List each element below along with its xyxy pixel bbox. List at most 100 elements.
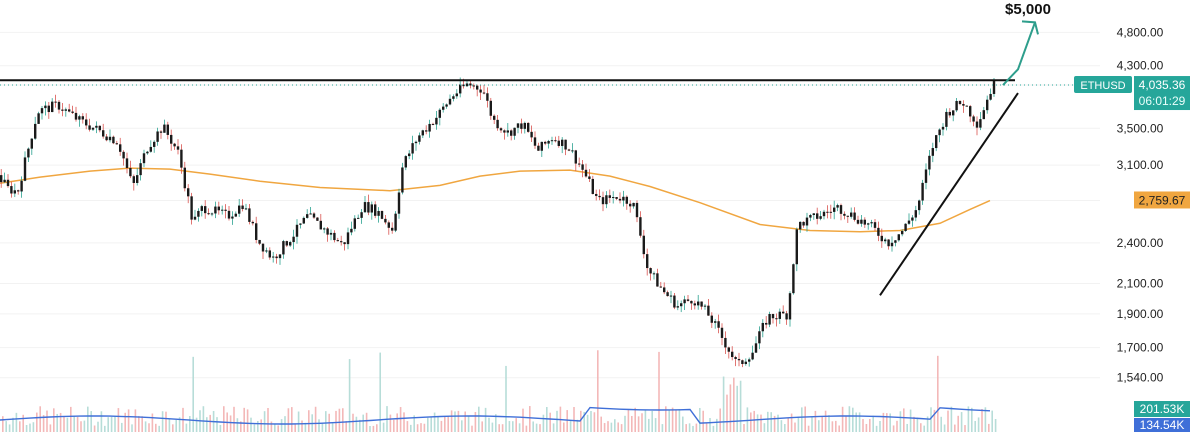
candle-body: [799, 221, 802, 230]
candle-body: [367, 202, 370, 213]
volume-bar: [991, 410, 993, 432]
volume-bar: [651, 410, 653, 432]
candle-body: [159, 131, 163, 133]
volume-bar: [393, 419, 395, 432]
volume-bar: [937, 355, 939, 432]
volume-bar: [301, 420, 303, 432]
volume-bar: [410, 424, 412, 432]
volume-bar: [124, 412, 126, 432]
volume-bar: [522, 408, 524, 432]
candle-body: [408, 153, 411, 157]
volume-bar: [583, 411, 585, 432]
candle-body: [166, 124, 169, 135]
volume-bar: [359, 419, 361, 432]
candle-body: [309, 213, 312, 215]
candle-body: [771, 314, 775, 319]
volume-bar: [552, 423, 555, 432]
volume-bar: [100, 411, 103, 432]
volume-bar: [484, 407, 487, 432]
candle-body: [119, 144, 122, 152]
volume-bar: [532, 421, 534, 432]
candle-body: [873, 222, 877, 228]
volume-bar: [464, 411, 466, 432]
candle-body: [493, 115, 496, 120]
y-tick-label: 3,100.00: [1117, 158, 1164, 172]
candle-body: [23, 157, 27, 181]
volume-bar: [396, 413, 398, 432]
volume-bar: [178, 417, 181, 432]
volume-bar: [923, 425, 925, 432]
candle-body: [387, 222, 390, 228]
volume-bar: [73, 416, 75, 432]
volume-bar: [818, 420, 820, 432]
candle-body: [374, 204, 377, 216]
candle-body: [173, 143, 176, 147]
grid-layer: [0, 31, 1100, 379]
candle-body: [574, 150, 577, 164]
candle-body: [703, 305, 707, 307]
volume-bar: [644, 410, 647, 432]
candle-body: [615, 197, 618, 199]
volume-bar: [144, 421, 147, 432]
candle-body: [612, 197, 615, 199]
candle-body: [241, 205, 244, 210]
candle-body: [673, 295, 676, 308]
candle-body: [251, 221, 254, 224]
volume-bar: [185, 423, 188, 432]
volume-bar: [263, 411, 266, 432]
volume-bar: [886, 413, 888, 432]
candle-body: [924, 169, 928, 183]
volume-bar: [753, 410, 755, 432]
volume-bar: [365, 412, 368, 432]
candle-body: [656, 273, 659, 287]
candle-body: [897, 234, 900, 241]
volume-bar: [692, 425, 694, 432]
candle-body: [0, 175, 3, 183]
volume-bar: [756, 414, 759, 432]
candle-body: [146, 151, 149, 154]
volume-bar: [389, 414, 392, 432]
volume-bar: [862, 419, 864, 432]
volume-bar: [294, 424, 296, 432]
candle-body: [850, 212, 853, 217]
candle-body: [61, 109, 64, 111]
volume-bar: [597, 350, 599, 432]
volume-bar: [192, 356, 194, 432]
volume-bar: [709, 418, 711, 432]
candle-body: [224, 209, 227, 211]
candle-body: [71, 111, 74, 113]
candle-body: [336, 240, 339, 242]
volume-bar: [845, 416, 847, 432]
volume-bar: [631, 415, 633, 432]
volume-bar: [542, 414, 545, 432]
candle-body: [445, 104, 448, 107]
candle-body: [591, 178, 594, 194]
volume-bar: [872, 415, 874, 432]
volume-bar: [797, 416, 800, 432]
volume-bar: [525, 425, 528, 432]
candle-body: [928, 155, 931, 170]
volume-bar: [739, 380, 742, 432]
volume-bar: [498, 424, 500, 432]
volume-bar: [2, 416, 4, 432]
volume-bar: [430, 416, 432, 432]
volume-bar: [308, 410, 310, 432]
volume-bar: [685, 424, 687, 432]
volume-bar: [743, 424, 745, 432]
candle-body: [204, 206, 207, 214]
candle-body: [625, 196, 628, 204]
candle-body: [914, 210, 917, 218]
volume-bar: [933, 409, 936, 432]
volume-bar: [549, 412, 551, 432]
volume-bar: [223, 406, 225, 432]
candle-body: [969, 106, 972, 117]
candle-body: [360, 212, 363, 218]
candle-body: [533, 137, 537, 146]
candle-body: [751, 352, 754, 360]
volume-bar: [892, 425, 895, 432]
candle-body: [962, 103, 965, 106]
volume-bar: [637, 416, 640, 432]
candle-body: [472, 85, 475, 87]
volume-bar: [920, 423, 922, 432]
volume-bar: [260, 419, 262, 432]
